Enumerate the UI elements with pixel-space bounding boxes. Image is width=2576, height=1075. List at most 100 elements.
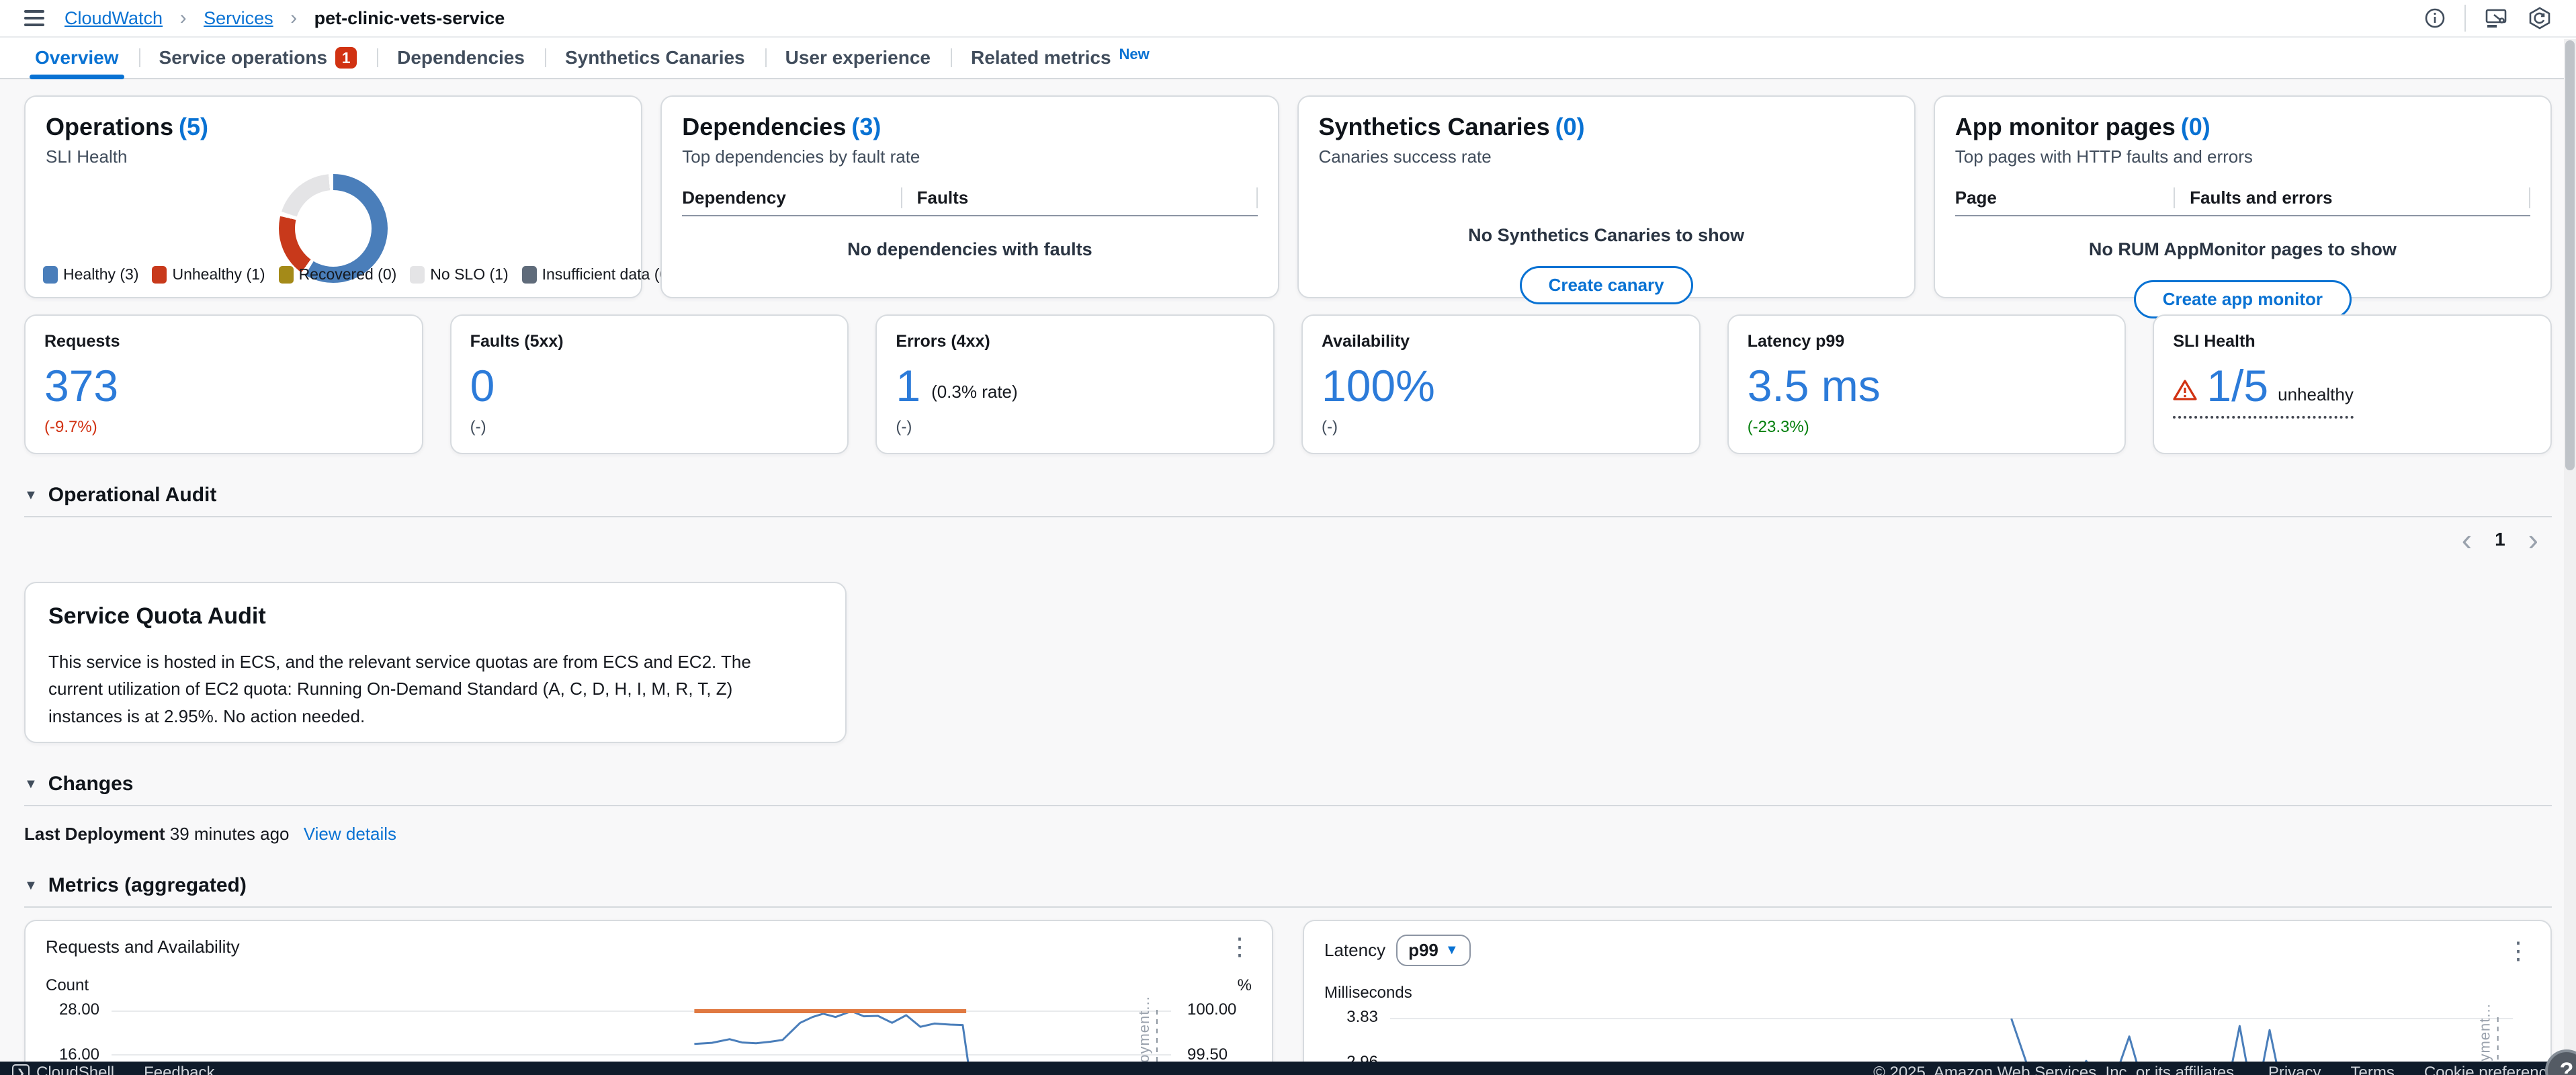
cloudshell-terminal-icon: ❯ bbox=[12, 1064, 30, 1075]
chevron-down-icon: ▼ bbox=[1445, 943, 1459, 957]
legend-swatch bbox=[43, 265, 58, 284]
metric-value: 3.5 ms bbox=[1747, 361, 1881, 411]
metric-delta: (-) bbox=[1322, 418, 1338, 436]
metric-label: Latency p99 bbox=[1747, 332, 1845, 351]
requests-availability-chart-card: Requests and Availability ⋮ Count % 28.0… bbox=[24, 920, 1273, 1075]
column-header-faults-errors: Faults and errors bbox=[2174, 187, 2529, 208]
dependencies-title: Dependencies (3) bbox=[682, 113, 882, 140]
availability-metric-card: Availability 100% (-) bbox=[1301, 314, 1701, 454]
metric-value: 1 bbox=[896, 361, 921, 411]
app-monitor-pages-card: App monitor pages (0) Top pages with HTTP… bbox=[1933, 95, 2552, 318]
chart-title: Latency bbox=[1324, 940, 1386, 960]
column-header-page: Page bbox=[1955, 187, 1997, 208]
operations-count[interactable]: (5) bbox=[179, 113, 209, 140]
service-quota-audit-card: Service Quota Audit This service is host… bbox=[24, 582, 847, 743]
tab-related-metrics[interactable]: Related metrics New bbox=[950, 38, 1170, 78]
section-divider bbox=[24, 906, 2552, 908]
page-number[interactable]: 1 bbox=[2495, 529, 2505, 550]
app-monitor-subtitle: Top pages with HTTP faults and errors bbox=[1955, 146, 2253, 167]
metric-label: Requests bbox=[44, 332, 120, 351]
metric-delta: (-23.3%) bbox=[1747, 418, 1809, 436]
terms-link[interactable]: Terms bbox=[2350, 1064, 2395, 1075]
metric-value: 100% bbox=[1322, 361, 1435, 411]
left-axis-label: Count bbox=[46, 976, 89, 994]
tab-service-operations[interactable]: Service operations 1 bbox=[138, 38, 378, 78]
breadcrumb-separator: › bbox=[179, 7, 187, 29]
section-title: Changes bbox=[48, 773, 134, 795]
kebab-menu-icon[interactable]: ⋮ bbox=[2506, 936, 2530, 964]
metric-delta: (-) bbox=[896, 418, 912, 436]
feedback-button[interactable]: Feedback bbox=[144, 1064, 215, 1075]
info-icon[interactable] bbox=[2423, 6, 2447, 30]
synthetics-title: Synthetics Canaries (0) bbox=[1318, 113, 1585, 140]
hamburger-menu-icon[interactable] bbox=[24, 10, 44, 26]
percentile-dropdown[interactable]: p99 ▼ bbox=[1396, 935, 1471, 966]
synthetics-empty-state: No Synthetics Canaries to show bbox=[1468, 225, 1745, 245]
tab-overview[interactable]: Overview bbox=[15, 38, 139, 79]
next-page-icon[interactable]: › bbox=[2528, 522, 2538, 557]
kebab-menu-icon[interactable]: ⋮ bbox=[1228, 933, 1252, 960]
legend-swatch bbox=[152, 265, 167, 284]
dependencies-empty-state: No dependencies with faults bbox=[847, 239, 1092, 259]
legend-swatch bbox=[410, 265, 425, 284]
sli-health-donut-chart[interactable] bbox=[279, 174, 388, 283]
axis-tick-label: 99.50 bbox=[1187, 1045, 1228, 1064]
alert-count-badge: 1 bbox=[335, 47, 357, 69]
operations-title: Operations (5) bbox=[46, 113, 209, 140]
cloudshell-button[interactable]: ❯ CloudShell bbox=[12, 1064, 114, 1075]
last-deployment-line: Last Deployment 39 minutes ago View deta… bbox=[24, 824, 2552, 845]
latency-metric-card: Latency p99 3.5 ms (-23.3%) bbox=[1727, 314, 2127, 454]
summary-cards-row: Operations (5) SLI Health Healthy (3) Unh… bbox=[24, 95, 2552, 318]
tab-bar: Overview Service operations 1 Dependenci… bbox=[0, 38, 2576, 79]
metric-label: SLI Health bbox=[2173, 332, 2256, 351]
metric-value: 373 bbox=[44, 361, 119, 411]
page-scrollbar[interactable] bbox=[2564, 39, 2576, 1062]
synthetics-count[interactable]: (0) bbox=[1555, 113, 1585, 140]
last-deployment-label: Last Deployment bbox=[24, 824, 165, 844]
metric-suffix: unhealthy bbox=[2278, 384, 2354, 404]
tab-dependencies[interactable]: Dependencies bbox=[377, 38, 545, 78]
top-navigation: CloudWatch › Services › pet-clinic-vets-… bbox=[0, 0, 2576, 38]
sli-health-value[interactable]: 1/5 unhealthy bbox=[2173, 363, 2354, 419]
sli-health-metric-card: SLI Health 1/5 unhealthy bbox=[2153, 314, 2552, 454]
app-monitor-table-header: Page Faults and errors bbox=[1955, 187, 2530, 216]
breadcrumb-services[interactable]: Services bbox=[204, 8, 273, 28]
dependencies-count[interactable]: (3) bbox=[851, 113, 882, 140]
metric-suffix: (0.3% rate) bbox=[931, 382, 1018, 402]
cookie-preferences-link[interactable]: Cookie preferences bbox=[2423, 1064, 2564, 1075]
create-canary-button[interactable]: Create canary bbox=[1519, 266, 1693, 304]
scrollbar-thumb[interactable] bbox=[2565, 40, 2575, 470]
dependencies-subtitle: Top dependencies by fault rate bbox=[682, 146, 920, 167]
axis-tick-label: 100.00 bbox=[1187, 1000, 1237, 1019]
legend-swatch bbox=[278, 265, 294, 284]
breadcrumb-cloudwatch[interactable]: CloudWatch bbox=[65, 8, 163, 28]
changes-section-header[interactable]: ▼ Changes bbox=[24, 773, 2552, 796]
requests-metric-card: Requests 373 (-9.7%) bbox=[24, 314, 423, 454]
tab-label: Synthetics Canaries bbox=[564, 47, 745, 68]
previous-page-icon[interactable]: ‹ bbox=[2461, 522, 2473, 557]
operations-card: Operations (5) SLI Health Healthy (3) Unh… bbox=[24, 95, 673, 298]
legend-item-unhealthy: Unhealthy (1) bbox=[152, 265, 265, 284]
devtools-icon[interactable] bbox=[2483, 6, 2510, 30]
collapse-caret-icon: ▼ bbox=[24, 487, 38, 503]
tab-user-experience[interactable]: User experience bbox=[765, 38, 951, 78]
create-app-monitor-button[interactable]: Create app monitor bbox=[2133, 280, 2352, 318]
privacy-link[interactable]: Privacy bbox=[2268, 1064, 2321, 1075]
operational-audit-section-header[interactable]: ▼ Operational Audit bbox=[24, 484, 2552, 507]
metric-cards-row: Requests 373 (-9.7%) Faults (5xx) 0 (-) … bbox=[24, 314, 2552, 454]
cloudshell-hexagon-icon[interactable] bbox=[2528, 6, 2552, 30]
metric-delta: (-9.7%) bbox=[44, 418, 97, 436]
new-badge: New bbox=[1119, 46, 1150, 62]
faults-metric-card: Faults (5xx) 0 (-) bbox=[449, 314, 849, 454]
legend-item-recovered: Recovered (0) bbox=[278, 265, 396, 284]
axis-tick-label: 3.83 bbox=[1346, 1008, 1378, 1026]
legend-item-healthy: Healthy (3) bbox=[43, 265, 138, 284]
app-monitor-count[interactable]: (0) bbox=[2180, 113, 2210, 140]
breadcrumb-separator: › bbox=[290, 7, 298, 29]
view-details-link[interactable]: View details bbox=[303, 824, 397, 844]
tab-synthetics-canaries[interactable]: Synthetics Canaries bbox=[544, 38, 765, 78]
tab-label: User experience bbox=[785, 47, 931, 68]
section-divider bbox=[24, 516, 2552, 517]
metrics-aggregated-section-header[interactable]: ▼ Metrics (aggregated) bbox=[24, 874, 2552, 897]
